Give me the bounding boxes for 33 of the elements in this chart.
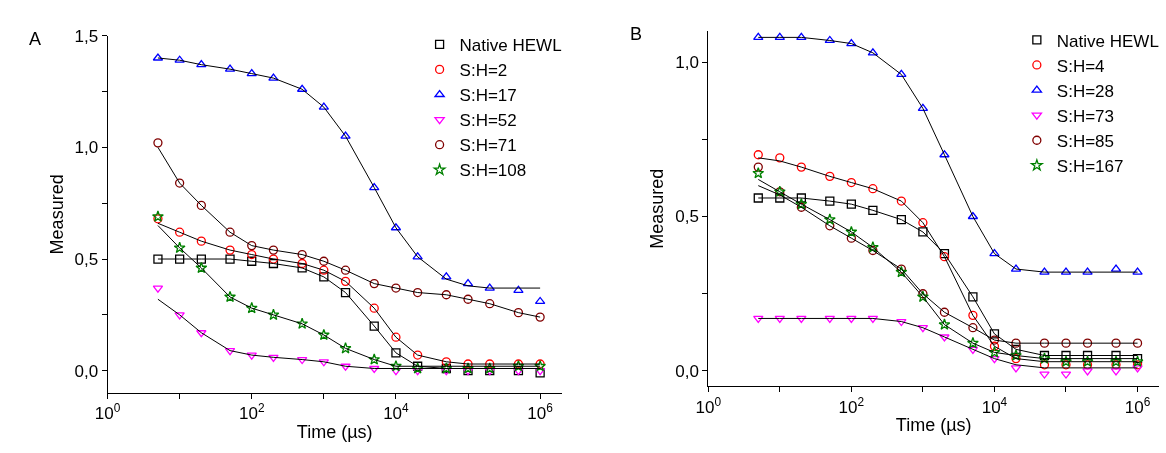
text: B — [630, 24, 643, 44]
y-tick-label: 0,0 — [74, 361, 99, 381]
legend-label: S:H=108 — [459, 161, 527, 181]
x-tick-label: 10$^{2}$ — [838, 394, 865, 417]
y-tick-label: 1,0 — [74, 138, 99, 158]
legend-label: S:H=17 — [459, 86, 517, 106]
x-tick-label: 10$^{4}$ — [981, 394, 1008, 417]
text: A — [29, 29, 42, 49]
x-tick-label: 10$^{0}$ — [94, 401, 121, 424]
x-tick-label: 10$^{6}$ — [1124, 394, 1151, 417]
x-axis-title: Time (µs) — [296, 421, 373, 442]
y-tick-label: 0,5 — [675, 207, 699, 227]
legend-label: S:H=73 — [1056, 106, 1115, 126]
x-tick-label: 10$^{2}$ — [238, 401, 265, 424]
legend-label: S:H=4 — [1056, 56, 1105, 76]
legend-label: S:H=85 — [1056, 131, 1115, 151]
x-tick-label: 10$^{0}$ — [695, 394, 722, 417]
y-tick-label: 1,0 — [675, 53, 699, 73]
y-tick-label: 0,0 — [675, 361, 699, 381]
x-axis-title: Time (µs) — [895, 414, 972, 435]
x-tick-label: 10$^{6}$ — [527, 401, 554, 424]
legend-label: S:H=28 — [1056, 81, 1115, 101]
legend-label: S:H=167 — [1056, 157, 1124, 176]
legend-label: Native HEWL — [1056, 31, 1159, 51]
legend-label: S:H=52 — [459, 111, 517, 131]
legend-label: Native HEWL — [459, 35, 562, 55]
legend-label: S:H=71 — [459, 136, 517, 156]
x-tick-label: 10$^{4}$ — [383, 401, 410, 424]
y-tick-label: 1,5 — [74, 26, 99, 46]
y-tick-label: 0,5 — [74, 249, 99, 269]
y-axis-title: Measured — [46, 174, 67, 255]
y-axis-title: Measured — [647, 168, 668, 249]
legend-label: S:H=2 — [459, 61, 508, 81]
